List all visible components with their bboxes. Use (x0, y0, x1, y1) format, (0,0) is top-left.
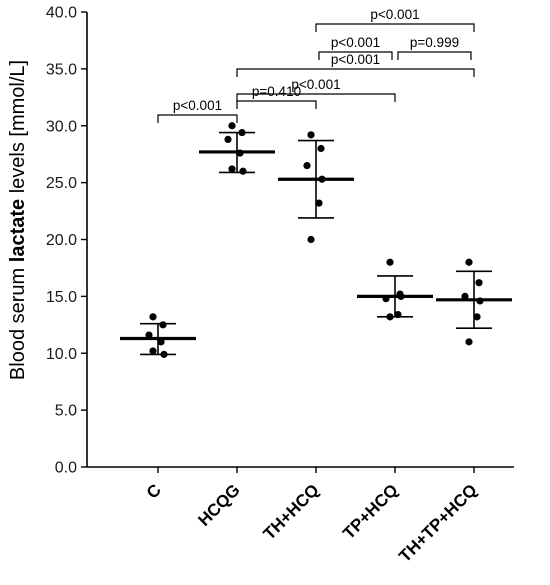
p-value-label: p<0.001 (331, 52, 380, 67)
data-point (461, 292, 469, 300)
x-tick-label: TH+HCQ (260, 480, 323, 543)
significance-bracket (318, 51, 393, 60)
data-point (307, 131, 315, 139)
data-point (157, 338, 165, 346)
data-point (473, 313, 481, 321)
y-axis-label: Blood serum lactate levels [mmol/L] (7, 60, 29, 380)
data-point (386, 258, 394, 266)
y-tick-label: 40.0 (46, 5, 77, 22)
y-tick-label: 10.0 (46, 346, 77, 363)
data-point (386, 313, 394, 321)
significance-bracket (157, 114, 238, 123)
x-tick-label: HCQG (194, 480, 243, 529)
x-tick-label: TP+HCQ (339, 480, 402, 543)
data-point (239, 167, 247, 175)
p-value-label: p<0.001 (370, 7, 419, 22)
data-point (159, 321, 167, 329)
p-value-label: p<0.001 (291, 77, 340, 92)
data-point (476, 297, 484, 305)
p-value-label: p<0.001 (331, 35, 380, 50)
data-point (318, 175, 326, 183)
p-value-label: p=0.410 (252, 84, 301, 99)
data-point (307, 235, 315, 244)
y-tick-label: 5.0 (55, 403, 77, 420)
data-point (465, 258, 473, 266)
data-point (394, 310, 402, 319)
data-point (317, 144, 325, 153)
data-point (397, 292, 405, 300)
y-tick-label: 15.0 (46, 289, 77, 306)
x-tick-label: TH+TP+HCQ (395, 480, 481, 566)
p-value-label: p<0.001 (173, 98, 222, 113)
y-tick-label: 35.0 (46, 61, 77, 78)
data-point (149, 347, 157, 355)
data-point (303, 161, 311, 170)
significance-bracket (236, 100, 317, 109)
y-tick-label: 25.0 (46, 175, 77, 192)
data-point (228, 122, 236, 130)
x-tick-label: C (143, 480, 165, 502)
y-tick-label: 0.0 (55, 460, 77, 477)
data-point (475, 279, 483, 287)
y-tick-label: 20.0 (46, 232, 77, 249)
data-marks (120, 122, 512, 358)
data-point (236, 149, 244, 157)
significance-bracket (236, 93, 396, 102)
y-tick-label: 30.0 (46, 118, 77, 135)
data-point (465, 338, 473, 346)
data-point (224, 135, 232, 143)
data-point (238, 128, 246, 137)
data-point (228, 165, 236, 173)
data-point (315, 199, 323, 207)
data-point (149, 313, 157, 321)
significance-bracket (236, 68, 475, 77)
significance-bracket (397, 51, 472, 60)
significance-bracket (315, 23, 475, 32)
p-value-label: p=0.999 (410, 35, 459, 50)
data-point (145, 331, 153, 339)
data-point (160, 350, 168, 358)
data-point (382, 295, 390, 303)
